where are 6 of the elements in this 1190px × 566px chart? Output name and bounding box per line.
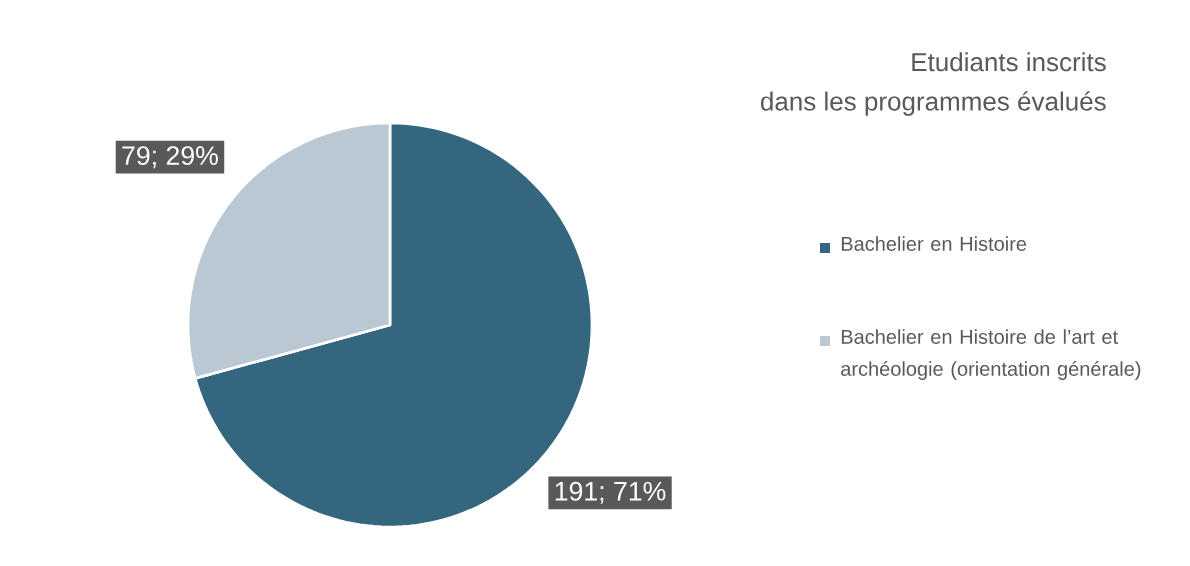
chart-subtitle: dans les programmes évalués <box>760 91 1106 116</box>
legend-label: Bachelier en Histoire <box>841 236 1027 251</box>
chart-title: Etudiants inscrits <box>912 52 1106 72</box>
data-label: 191; 71% <box>555 481 666 504</box>
data-label: 79; 29% <box>122 146 218 169</box>
legend-label: Bachelier en Histoire de l’art et archéologie (orientation générale) <box>841 329 1141 380</box>
